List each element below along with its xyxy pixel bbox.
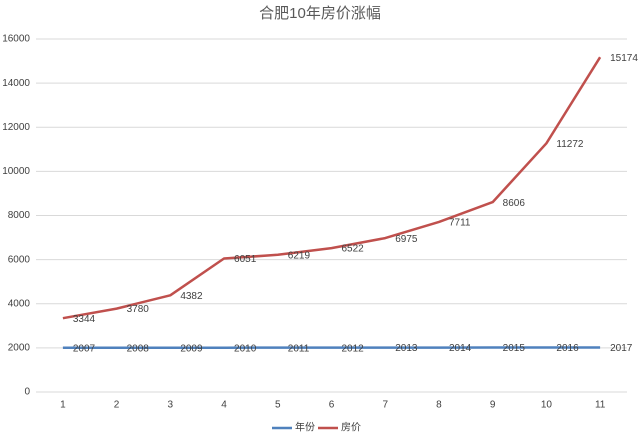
data-label: 6975 [395,234,418,245]
data-label: 2009 [180,343,203,354]
legend-label: 房价 [341,421,361,434]
data-label: 7711 [449,218,471,229]
x-tick-label: 10 [541,400,553,411]
data-label: 6219 [288,250,311,261]
data-label: 11272 [556,139,584,150]
x-tick-label: 6 [329,400,335,411]
x-tick-label: 9 [490,400,496,411]
data-label: 2016 [556,343,579,354]
y-tick-label: 6000 [8,254,31,265]
y-tick-label: 12000 [2,122,30,133]
y-tick-label: 10000 [2,166,30,177]
data-label: 15174 [610,53,638,64]
x-tick-label: 3 [168,400,174,411]
x-tick-label: 8 [436,400,442,411]
data-label: 3344 [73,314,96,325]
y-tick-label: 14000 [2,78,30,89]
y-tick-label: 0 [24,387,30,398]
data-label: 4382 [180,291,203,302]
data-label: 2013 [395,343,418,354]
data-label: 2011 [288,343,310,354]
x-tick-label: 1 [60,400,66,411]
x-tick-label: 4 [221,400,227,411]
data-label: 3780 [127,304,150,315]
data-label: 2015 [503,343,526,354]
data-label: 2017 [610,343,633,354]
data-label: 8606 [503,198,526,209]
data-label: 2014 [449,343,472,354]
x-tick-label: 7 [382,400,388,411]
x-tick-label: 11 [595,400,606,411]
y-tick-label: 8000 [8,210,31,221]
data-label: 2007 [73,343,96,354]
x-tick-label: 5 [275,400,281,411]
data-label: 6522 [342,244,365,255]
legend-label: 年份 [295,421,315,434]
data-label: 2010 [234,343,257,354]
line-series [62,56,602,320]
data-label: 2012 [342,343,365,354]
data-label: 2008 [127,343,150,354]
y-tick-label: 4000 [8,298,31,309]
y-tick-label: 16000 [2,34,30,45]
chart-title: 合肥10年房价涨幅 [259,5,381,22]
y-tick-label: 2000 [8,343,31,354]
data-label: 6051 [234,254,257,265]
x-tick-label: 2 [114,400,120,411]
